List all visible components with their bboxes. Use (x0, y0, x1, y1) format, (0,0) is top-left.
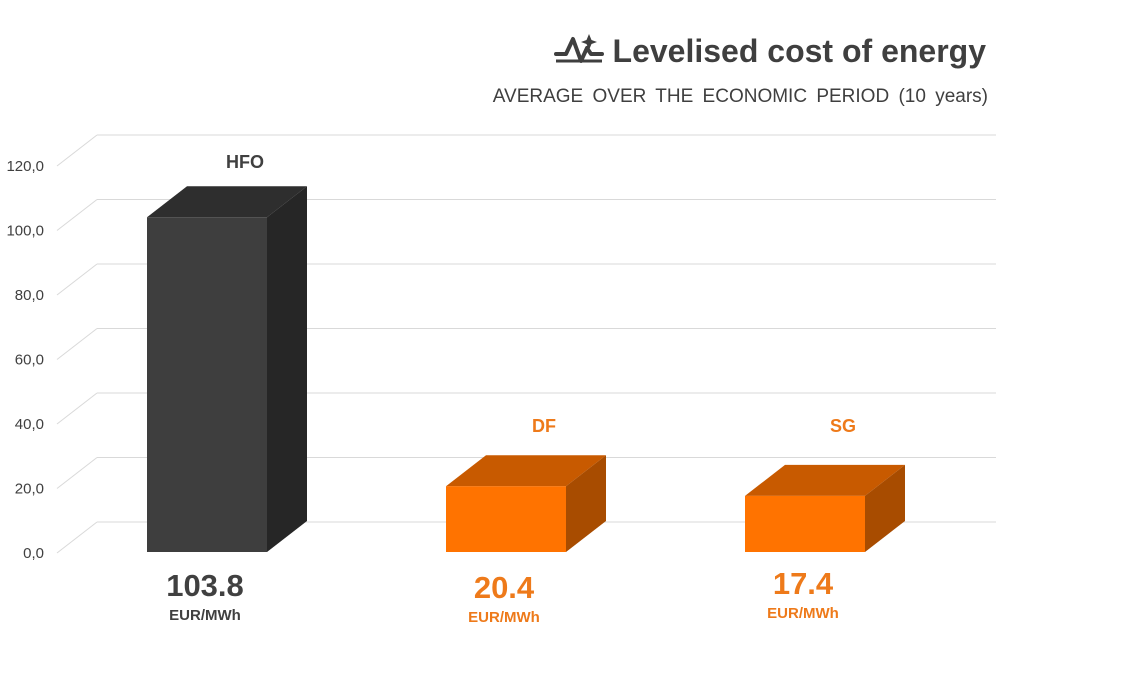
bar-top-face (745, 464, 905, 496)
gridline-side (56, 134, 98, 167)
bar-df (446, 455, 606, 552)
unit-label: EUR/MWh (767, 605, 839, 622)
gridline-side (56, 457, 98, 489)
gridline-side (56, 263, 98, 296)
unit-label: EUR/MWh (169, 607, 241, 624)
category-label: DF (532, 416, 556, 436)
gridline-side (56, 328, 98, 360)
y-tick-label: 0,0 (23, 545, 44, 562)
bar-front-face (147, 217, 267, 552)
y-tick-label: 20,0 (15, 481, 44, 498)
bar-sg (745, 464, 905, 552)
bar-side-face (566, 455, 606, 552)
unit-label: EUR/MWh (468, 609, 540, 626)
y-axis-ticks: 0,0 20,0 40,0 60,0 80,0 100,0 120,0 (6, 158, 44, 562)
y-tick-label: 60,0 (15, 352, 44, 369)
gridline-side (56, 392, 98, 425)
value-label: 20.4 (474, 570, 535, 605)
y-tick-label: 100,0 (6, 223, 44, 240)
value-label: 17.4 (773, 566, 834, 601)
gridline-side (56, 199, 98, 231)
category-label: SG (830, 416, 856, 436)
bar-front-face (446, 486, 566, 552)
bar-side-face (865, 464, 905, 552)
category-label: HFO (226, 152, 264, 172)
bar-labels: HFO 103.8 EUR/MWh DF 20.4 EUR/MWh SG 17.4 EUR/MW… (166, 152, 856, 626)
chart-title: Levelised cost of energy (613, 33, 987, 69)
bars (147, 186, 905, 552)
pulse-sparkle-icon (554, 34, 604, 63)
chart-title-group: Levelised cost of energy AVERAGE OVER TH… (493, 33, 988, 107)
bar-side-face (267, 186, 307, 552)
bar-hfo (147, 186, 307, 552)
bar-top-face (147, 186, 307, 218)
y-tick-label: 120,0 (6, 158, 44, 175)
chart-subtitle: AVERAGE OVER THE ECONOMIC PERIOD (10 yea… (493, 86, 988, 107)
bar-front-face (745, 495, 865, 552)
value-label: 103.8 (166, 568, 244, 603)
bar-top-face (446, 455, 606, 487)
gridline-side (56, 521, 98, 554)
y-tick-label: 80,0 (15, 287, 44, 304)
y-tick-label: 40,0 (15, 416, 44, 433)
